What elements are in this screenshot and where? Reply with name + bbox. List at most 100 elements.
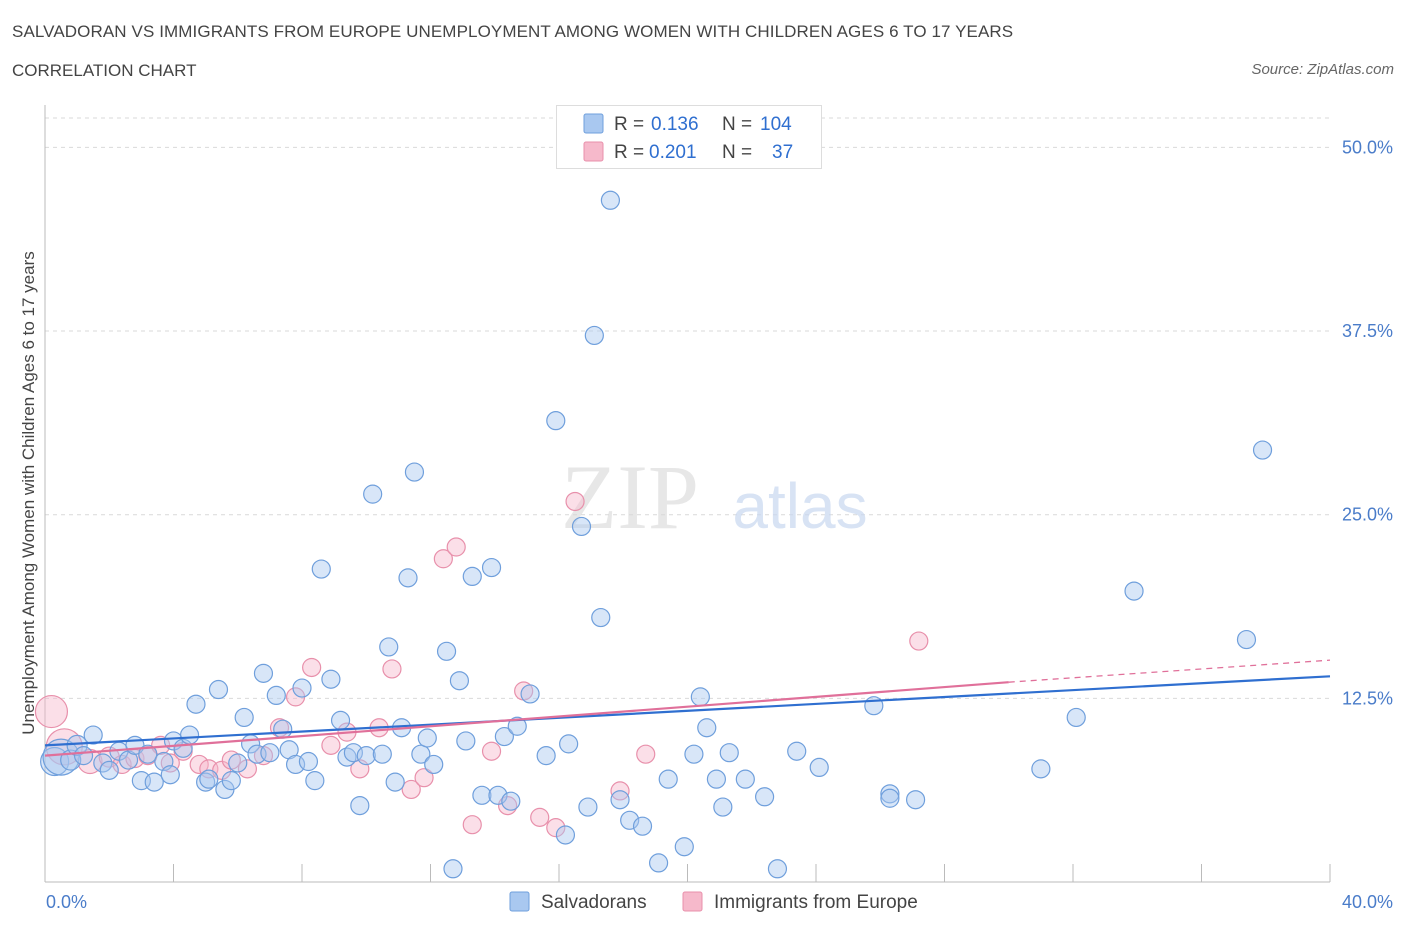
data-point: [684, 744, 704, 764]
data-point: [565, 491, 585, 512]
data-point: [436, 641, 457, 661]
data-point: [880, 784, 900, 804]
legend-r-label: R =: [614, 114, 644, 135]
data-point: [379, 637, 399, 657]
data-point: [305, 771, 325, 791]
legend-row-salvadorans: R = 0.136 N = 104: [583, 113, 792, 135]
data-point: [648, 853, 669, 873]
y-tick-labels: 12.5% 25.0% 37.5% 50.0%: [1342, 137, 1393, 708]
data-point: [363, 484, 383, 504]
data-point: [398, 568, 418, 588]
y-tick-label: 25.0%: [1342, 505, 1393, 525]
data-point: [481, 557, 502, 578]
chart-title: SALVADORAN VS IMMIGRANTS FROM EUROPE UNE…: [12, 22, 1014, 41]
data-point: [356, 746, 376, 766]
legend-n-label: N =: [722, 114, 752, 135]
data-point: [404, 462, 425, 482]
source-credit: Source: ZipAtlas.com: [1251, 61, 1394, 78]
x-tick-labels: 0.0% 40.0%: [46, 892, 1393, 912]
legend-swatch-immigrants: [682, 891, 703, 912]
data-point: [179, 725, 200, 745]
x-tick-label: 0.0%: [46, 892, 87, 912]
data-point: [93, 753, 113, 773]
data-point: [507, 716, 527, 736]
y-tick-label: 50.0%: [1342, 137, 1393, 157]
trend-lines: [44, 659, 1331, 757]
data-point: [302, 657, 322, 678]
legend-swatch-salvadorans: [509, 891, 530, 912]
correlation-legend: R = 0.136 N = 104 R = 0.201 N = 37: [556, 105, 822, 169]
legend-n-value: 104: [760, 114, 792, 135]
data-point: [462, 566, 482, 587]
data-point: [34, 694, 69, 729]
data-point: [298, 751, 319, 772]
data-point: [189, 754, 209, 775]
data-point: [767, 859, 788, 879]
data-point: [160, 765, 180, 785]
data-point: [237, 759, 257, 779]
data-point: [905, 790, 926, 810]
data-point: [600, 190, 621, 210]
data-point: [735, 769, 755, 789]
series-salvadorans: [40, 190, 1273, 879]
watermark: ZIP atlas: [561, 446, 868, 548]
data-point: [481, 741, 502, 761]
data-point: [228, 753, 248, 773]
y-tick-label: 12.5%: [1342, 688, 1393, 708]
data-point: [809, 757, 829, 778]
data-point: [610, 790, 630, 810]
data-point: [260, 743, 280, 763]
legend-r-value: 0.201: [649, 142, 697, 163]
series-immigrants-from-europe: [34, 491, 929, 838]
trend-line-extension: [1008, 659, 1331, 683]
data-point: [401, 779, 421, 800]
data-point: [697, 718, 717, 738]
legend-n-label: N =: [722, 142, 752, 163]
grid-lines: [45, 117, 1330, 699]
data-point: [591, 607, 611, 628]
data-point: [1124, 581, 1144, 601]
data-point: [321, 735, 341, 755]
data-point: [706, 769, 727, 789]
data-point: [1031, 759, 1051, 779]
data-point: [584, 325, 604, 346]
trend-line: [44, 681, 1009, 757]
data-point: [546, 411, 566, 431]
data-point: [690, 687, 710, 707]
trend-line: [44, 675, 1331, 747]
data-point: [273, 719, 293, 739]
data-point: [536, 746, 556, 766]
data-point: [385, 772, 405, 792]
legend-label-immigrants: Immigrants from Europe: [714, 892, 918, 913]
data-point: [446, 537, 466, 557]
data-point: [1236, 629, 1257, 650]
data-point: [330, 710, 351, 730]
data-point: [494, 726, 514, 747]
data-point: [909, 631, 929, 651]
legend-n-value: 37: [772, 142, 793, 163]
data-point: [372, 744, 392, 764]
data-point: [144, 772, 164, 792]
data-point: [571, 516, 592, 537]
data-point: [530, 807, 550, 827]
data-point: [1252, 440, 1273, 460]
data-point: [382, 659, 402, 679]
data-point: [546, 818, 566, 838]
legend-label-salvadorans: Salvadorans: [541, 892, 647, 913]
data-point: [196, 772, 216, 792]
data-point: [713, 797, 733, 817]
data-point: [253, 663, 274, 683]
data-point: [433, 549, 453, 569]
data-point: [456, 731, 476, 751]
data-point: [578, 797, 598, 817]
data-point: [138, 744, 158, 764]
data-point: [186, 694, 206, 714]
data-point: [208, 679, 229, 700]
data-point: [321, 669, 341, 689]
watermark-atlas: atlas: [732, 470, 867, 542]
x-tick-label: 40.0%: [1342, 892, 1393, 912]
data-point: [83, 725, 103, 745]
data-point: [234, 707, 254, 728]
data-point: [414, 768, 434, 788]
data-point: [66, 734, 88, 756]
